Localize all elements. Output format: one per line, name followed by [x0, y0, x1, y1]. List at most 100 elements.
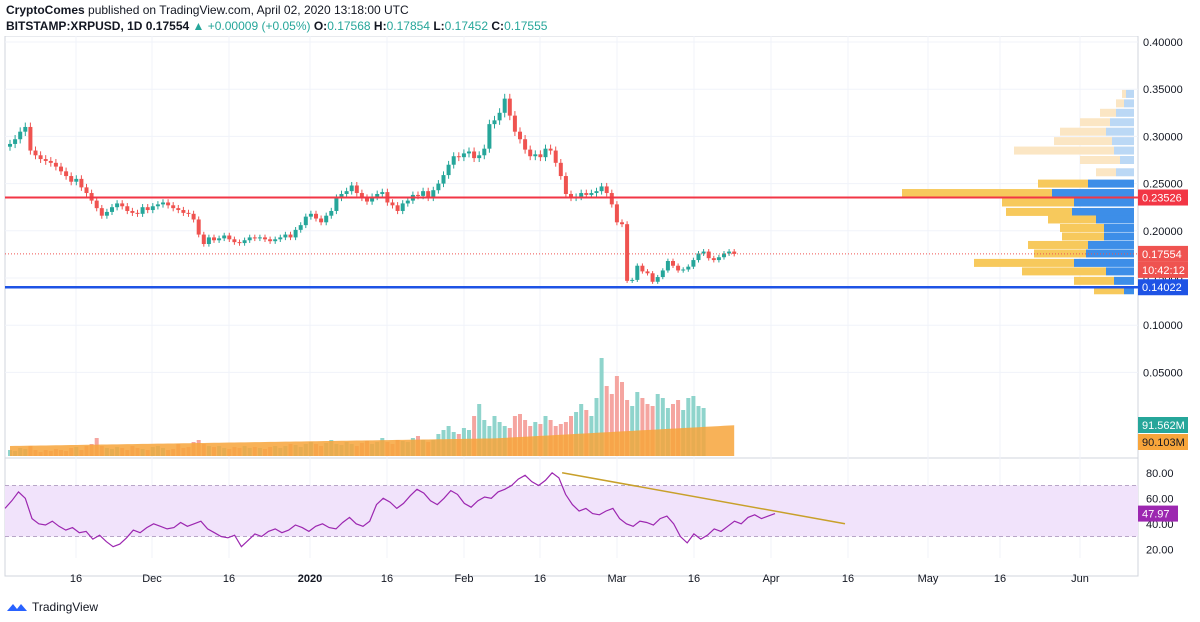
- close-label: C:: [491, 19, 505, 33]
- volume-bar: [625, 400, 630, 456]
- candle-body: [558, 162, 563, 177]
- candle-body: [18, 131, 23, 140]
- candle-body: [405, 200, 410, 204]
- candle-body: [110, 207, 114, 212]
- last-price: 0.17554: [145, 19, 190, 33]
- candle-body: [38, 155, 43, 160]
- volume-profile-down-bar: [1062, 232, 1104, 241]
- volume-bar: [512, 416, 517, 456]
- candle-body: [553, 150, 558, 163]
- candle-body: [686, 266, 691, 270]
- time-axis-label: 16: [223, 573, 235, 585]
- candle-body: [375, 193, 380, 197]
- volume-profile-down-bar: [1002, 198, 1074, 207]
- price-tick-label: 0.25000: [1143, 179, 1183, 191]
- open-value: 0.17568: [327, 19, 371, 33]
- tradingview-logo-icon[interactable]: [6, 600, 28, 614]
- candle-body: [676, 265, 681, 271]
- candle-body: [569, 193, 573, 198]
- volume-profile-down-bar: [1022, 267, 1106, 276]
- volume-ma-area: [10, 425, 735, 456]
- volume-profile-up-bar: [1116, 168, 1134, 177]
- volume-profile-down-bar: [1100, 108, 1116, 117]
- time-axis-label: Dec: [142, 573, 162, 585]
- candle-body: [227, 235, 232, 240]
- candle-body: [135, 212, 140, 214]
- chart-svg[interactable]: 0.400000.350000.300000.250000.200000.150…: [0, 35, 1200, 596]
- candle-body: [395, 205, 400, 211]
- candle-body: [441, 175, 446, 184]
- candle-body: [451, 156, 456, 165]
- candle-body: [339, 193, 344, 198]
- footer-brand[interactable]: TradingView: [32, 600, 99, 614]
- volume-bar: [477, 404, 482, 456]
- candle-body: [125, 206, 130, 211]
- volume-profile-up-bar: [1088, 179, 1134, 188]
- rsi-tick-label: 60.00: [1146, 493, 1174, 505]
- volume-bar: [655, 394, 660, 456]
- volume-profile-down-bar: [1060, 127, 1106, 136]
- candle-body: [614, 204, 619, 223]
- candle-body: [635, 265, 640, 280]
- candle-body: [467, 151, 471, 154]
- candle-body: [166, 202, 171, 206]
- candle-body: [74, 178, 79, 182]
- candle-body: [487, 124, 492, 149]
- candle-body: [314, 213, 318, 219]
- candle-body: [28, 126, 33, 151]
- volume-bar: [584, 410, 589, 456]
- candle-body: [671, 261, 675, 266]
- candle-body: [604, 186, 609, 194]
- high-label: H:: [373, 19, 387, 33]
- candle-body: [370, 196, 375, 202]
- volume-bar: [676, 400, 681, 456]
- volume-profile-up-bar: [1074, 198, 1134, 207]
- candle-body: [53, 162, 58, 167]
- candle-body: [283, 234, 288, 238]
- candle-body: [518, 131, 522, 140]
- symbol-label[interactable]: BITSTAMP:XRPUSD, 1D: [6, 19, 143, 33]
- candle-body: [426, 191, 431, 198]
- volume-profile-down-bar: [1048, 215, 1096, 224]
- volume-profile-up-bar: [1104, 232, 1134, 241]
- time-axis-label: Feb: [455, 573, 474, 585]
- candle-body: [456, 156, 461, 158]
- volume-profile-up-bar: [1106, 127, 1134, 136]
- candle-body: [400, 203, 405, 211]
- volume-profile-up-bar: [1110, 118, 1134, 127]
- candle-body: [217, 238, 222, 241]
- price-tick-label: 0.05000: [1143, 367, 1183, 379]
- candle-body: [196, 219, 201, 235]
- candle-body: [655, 277, 660, 282]
- candle-body: [482, 148, 487, 156]
- candle-body: [716, 257, 721, 261]
- rsi-tick-label: 40.00: [1146, 519, 1174, 531]
- candle-body: [620, 222, 624, 225]
- candle-body: [252, 237, 257, 239]
- volume-profile-up-bar: [1052, 189, 1134, 198]
- last-price-label: 0.17554: [1142, 249, 1182, 261]
- time-axis-label: Jun: [1071, 573, 1089, 585]
- volume-bar: [620, 382, 624, 456]
- candle-body: [303, 216, 308, 226]
- candle-body: [64, 171, 69, 177]
- candle-body: [630, 279, 635, 281]
- chart-area[interactable]: 0.40000 0.35000 0.30000 0.25000 0.20000 0.150…: [0, 35, 1200, 596]
- volume-profile-down-bar: [1094, 286, 1124, 295]
- price-tick-label: 0.20000: [1143, 226, 1183, 238]
- rsi-trendline: [561, 472, 846, 525]
- candle-body: [354, 185, 359, 194]
- candle-body: [594, 191, 599, 194]
- time-axis-label: 16: [70, 573, 82, 585]
- candle-body: [171, 205, 176, 209]
- candle-body: [528, 149, 533, 157]
- candle-body: [155, 204, 160, 207]
- candle-body: [538, 154, 543, 158]
- candle-body: [492, 120, 497, 125]
- publisher-name[interactable]: CryptoComes: [6, 3, 85, 17]
- volume-profile-up-bar: [1104, 223, 1134, 232]
- candle-body: [186, 212, 191, 214]
- volume-bar: [609, 394, 614, 456]
- candle-body: [273, 239, 278, 242]
- resistance-price-tag: [1138, 189, 1188, 206]
